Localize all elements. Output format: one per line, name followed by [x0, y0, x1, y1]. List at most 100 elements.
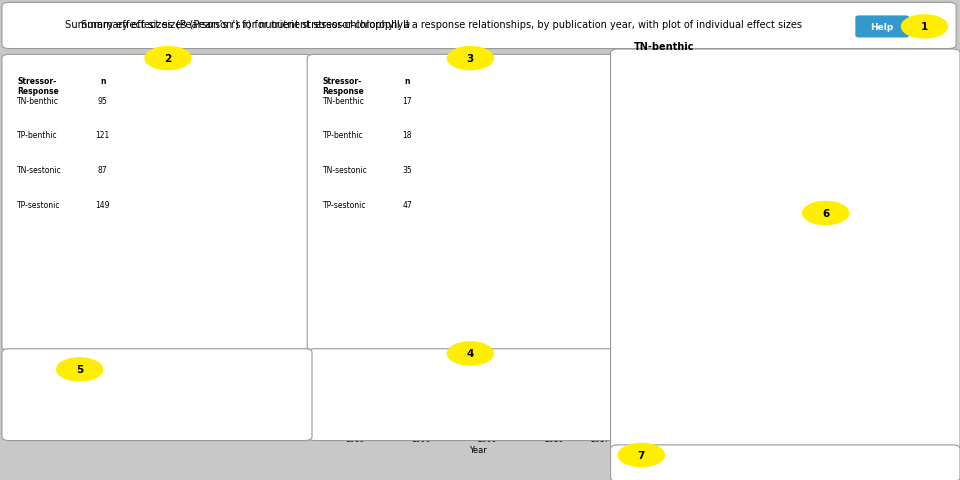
Text: 0.76 [0.73, 0.79]: 0.76 [0.73, 0.79]: [887, 155, 947, 162]
Text: −0.05 [−0.14, 0.04]: −0.05 [−0.14, 0.04]: [876, 394, 947, 401]
X-axis label: Pearson’s r: Pearson’s r: [764, 444, 810, 453]
Bar: [541, 274, 556, 298]
Text: Lee et al. 2012b: Lee et al. 2012b: [627, 275, 684, 281]
Text: ►: ►: [942, 435, 947, 441]
Text: TN-sestonic: TN-sestonic: [17, 166, 62, 175]
Bar: [536, 218, 558, 241]
Text: 0.18 [0.08, 0.28]: 0.18 [0.08, 0.28]: [887, 326, 947, 333]
Text: TN-benthic: TN-benthic: [634, 42, 694, 52]
Text: 3: 3: [467, 54, 474, 64]
Text: Effect size estimate: Effect size estimate: [751, 471, 820, 478]
X-axis label: Pearson’s r: Pearson’s r: [185, 335, 232, 344]
Text: Mean upper 95% CI: Mean upper 95% CI: [202, 416, 260, 421]
Text: 0.48 [0.42, 0.53]: 0.48 [0.42, 0.53]: [888, 206, 947, 213]
Text: Individual Study Effect Size: Individual Study Effect Size: [728, 73, 847, 83]
Bar: [782, 413, 784, 416]
Text: Lee et al. 2012b: Lee et al. 2012b: [627, 326, 684, 332]
Text: 149: 149: [95, 201, 110, 210]
Bar: [832, 158, 836, 159]
Bar: [538, 106, 561, 130]
Text: Pearson's r: Pearson's r: [886, 69, 934, 78]
Text: 95: 95: [98, 96, 108, 105]
Bar: [650, 462, 921, 470]
Text: 0.47 [0.35, 0.59]: 0.47 [0.35, 0.59]: [887, 223, 947, 230]
X-axis label: Pearson’s r: Pearson’s r: [491, 335, 538, 344]
Text: Lee et al. 2012b: Lee et al. 2012b: [627, 138, 684, 144]
Text: n: n: [100, 77, 106, 86]
Bar: [76, 385, 231, 399]
Text: TN-benthic: TN-benthic: [323, 96, 365, 105]
Text: 0.43 [0.28, 0.57]: 0.43 [0.28, 0.57]: [887, 257, 947, 264]
Text: Height of gray bar is
inversely proportional to variance: Height of gray bar is inversely proporti…: [732, 452, 839, 463]
Text: TP-benthic: TP-benthic: [17, 131, 58, 140]
Bar: [792, 345, 793, 347]
Text: −0.06 [−0.07, −0.05]: −0.06 [−0.07, −0.05]: [870, 411, 947, 418]
Bar: [230, 218, 246, 241]
Title: Effect Size (All Evidence): Effect Size (All Evidence): [145, 72, 273, 81]
Text: 2: 2: [164, 54, 172, 64]
Text: 18: 18: [402, 131, 412, 140]
Text: -1.0: -1.0: [718, 65, 732, 71]
Bar: [823, 175, 827, 176]
Text: 6: 6: [822, 209, 829, 218]
Text: 4: 4: [467, 349, 474, 359]
Title: Effect Size (Filtered Evidence): Effect Size (Filtered Evidence): [437, 72, 591, 81]
Polygon shape: [800, 101, 817, 113]
Bar: [804, 259, 823, 263]
Text: 17: 17: [402, 96, 412, 105]
Text: Iowa DNR 2013: Iowa DNR 2013: [627, 343, 681, 349]
Text: 0.44 [0.36, 0.52]: 0.44 [0.36, 0.52]: [888, 240, 947, 247]
Bar: [239, 274, 250, 298]
Bar: [780, 378, 798, 383]
Text: Lee et al. 2012b: Lee et al. 2012b: [627, 224, 684, 229]
Text: 0.60 [0.57, 0.63]: 0.60 [0.57, 0.63]: [887, 172, 947, 179]
Text: Help: Help: [871, 23, 894, 32]
Text: Lower CI: Lower CI: [650, 471, 680, 478]
Text: 1: 1: [921, 23, 928, 32]
Text: TN-sestonic: TN-sestonic: [323, 166, 368, 175]
Text: 87: 87: [98, 166, 108, 175]
Bar: [817, 192, 824, 193]
Text: 0.29 [0.24, 0.33]: 0.29 [0.24, 0.33]: [887, 291, 947, 299]
Text: Rier et al. 2011: Rier et al. 2011: [627, 395, 681, 400]
Bar: [229, 162, 244, 185]
Text: TP-sestonic: TP-sestonic: [17, 201, 60, 210]
Text: Lee et al. 2012b: Lee et al. 2012b: [627, 360, 684, 366]
Text: 1.0: 1.0: [844, 65, 855, 71]
Text: 7: 7: [637, 450, 645, 460]
Text: 0.09 [0.08, 0.10]: 0.09 [0.08, 0.10]: [887, 343, 947, 349]
Text: ▾: ▾: [946, 72, 948, 76]
Text: ▲: ▲: [693, 72, 698, 76]
Text: Median effect size: Median effect size: [136, 416, 191, 421]
Text: Klose et al. 2012: Klose et al. 2012: [627, 156, 685, 161]
Text: 35: 35: [402, 166, 412, 175]
Text: TP-benthic: TP-benthic: [323, 131, 363, 140]
Text: 0.53 [0.47, 0.58]: 0.53 [0.47, 0.58]: [887, 189, 947, 196]
Bar: [524, 162, 553, 185]
Text: 0.0: 0.0: [781, 65, 793, 71]
Text: Min effect size: Min effect size: [14, 416, 59, 421]
Text: TN-benthic: TN-benthic: [17, 96, 60, 105]
Text: 0.05 [−0.23, 0.33]: 0.05 [−0.23, 0.33]: [881, 360, 947, 367]
Text: 2013: 2013: [564, 375, 583, 384]
Text: 0.02 [−0.13, 0.17]: 0.02 [−0.13, 0.17]: [881, 377, 947, 384]
Text: 5: 5: [76, 365, 84, 374]
Bar: [779, 396, 790, 399]
Bar: [792, 327, 804, 331]
Text: Lee et al. 2012b: Lee et al. 2012b: [627, 241, 684, 247]
Text: Mean effect size: Mean effect size: [126, 416, 176, 421]
Text: 2011: 2011: [538, 375, 557, 384]
Bar: [813, 208, 820, 211]
Text: Lee et al. 2012b: Lee et al. 2012b: [627, 258, 684, 264]
Text: 47: 47: [402, 201, 412, 210]
Text: 0.41 [0.30, 0.51]: 0.41 [0.30, 0.51]: [887, 275, 947, 281]
Title: Legend: Legend: [140, 356, 177, 365]
Bar: [806, 276, 819, 279]
Text: 0.28 [0.24, 0.33]: 0.28 [0.24, 0.33]: [887, 309, 947, 315]
Text: Upper CI: Upper CI: [891, 471, 921, 478]
X-axis label: Year: Year: [468, 445, 487, 455]
Text: 0.85 [0.84, 0.88]: 0.85 [0.84, 0.88]: [887, 138, 947, 144]
Text: n: n: [404, 77, 410, 86]
Bar: [809, 225, 824, 228]
Text: Stressor-
Response: Stressor- Response: [17, 77, 59, 96]
